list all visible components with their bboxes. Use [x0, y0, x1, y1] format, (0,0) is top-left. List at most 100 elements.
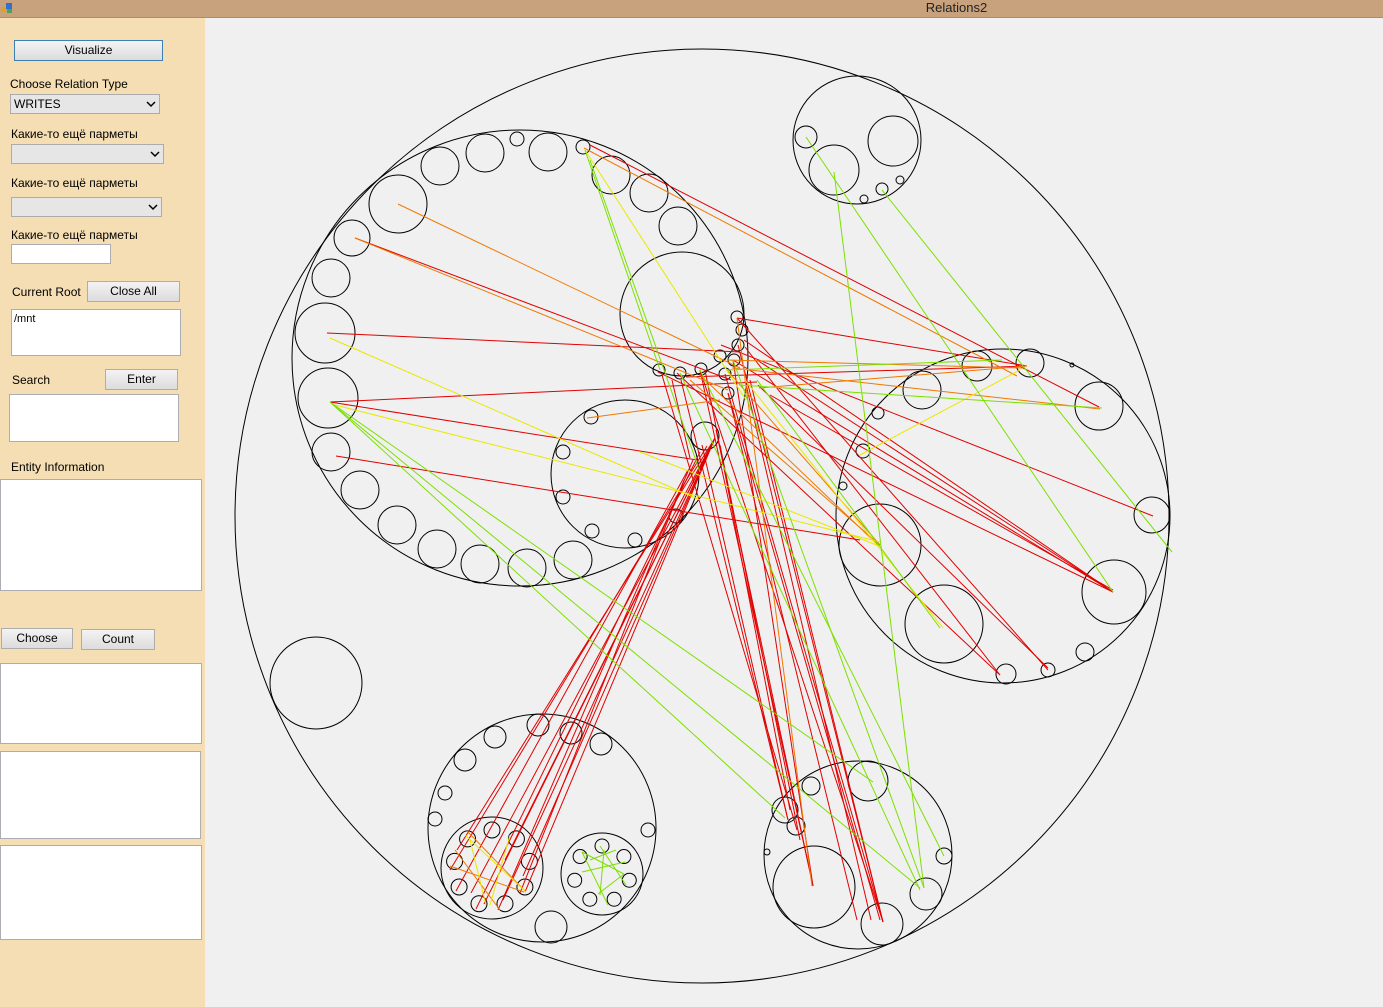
- child-node[interactable]: [935, 847, 953, 865]
- leaf-node[interactable]: [616, 849, 632, 865]
- current-root-field[interactable]: /mnt: [11, 309, 181, 356]
- child-node[interactable]: [909, 877, 943, 911]
- child-node[interactable]: [1081, 559, 1147, 625]
- enter-button[interactable]: Enter: [105, 369, 178, 390]
- child-node[interactable]: [465, 133, 505, 173]
- child-node[interactable]: [1040, 662, 1056, 678]
- result-list-1[interactable]: [0, 663, 202, 744]
- leaf-node[interactable]: [572, 849, 588, 865]
- child-node[interactable]: [640, 822, 656, 838]
- child-node[interactable]: [859, 194, 869, 204]
- leaf-node[interactable]: [606, 891, 622, 907]
- child-node[interactable]: [731, 338, 745, 352]
- subgroup-node[interactable]: [440, 816, 544, 920]
- child-node[interactable]: [526, 713, 550, 737]
- child-node[interactable]: [507, 548, 547, 588]
- child-node[interactable]: [721, 386, 735, 400]
- child-node[interactable]: [555, 489, 571, 505]
- child-node[interactable]: [902, 370, 942, 410]
- leaf-node[interactable]: [470, 895, 488, 913]
- child-node[interactable]: [763, 848, 771, 856]
- leaf-node[interactable]: [450, 878, 468, 896]
- child-node[interactable]: [619, 251, 745, 377]
- child-node[interactable]: [904, 584, 984, 664]
- group-node[interactable]: [427, 713, 657, 943]
- child-node[interactable]: [584, 523, 600, 539]
- child-node[interactable]: [786, 816, 806, 836]
- child-node[interactable]: [555, 444, 571, 460]
- child-node[interactable]: [534, 910, 568, 944]
- child-node[interactable]: [483, 725, 507, 749]
- param1-select[interactable]: [11, 144, 164, 164]
- child-node[interactable]: [333, 219, 371, 257]
- visualize-button[interactable]: Visualize: [14, 40, 163, 61]
- child-node[interactable]: [575, 139, 591, 155]
- child-node[interactable]: [1015, 348, 1045, 378]
- child-node[interactable]: [627, 532, 643, 548]
- child-node[interactable]: [995, 663, 1017, 685]
- child-node[interactable]: [311, 258, 351, 298]
- subgroup-node[interactable]: [560, 832, 644, 916]
- child-node[interactable]: [528, 132, 568, 172]
- param3-input[interactable]: [11, 244, 111, 264]
- leaf-node[interactable]: [594, 838, 610, 854]
- child-node[interactable]: [629, 173, 669, 213]
- child-node[interactable]: [420, 146, 460, 186]
- child-node[interactable]: [794, 125, 818, 149]
- graph-canvas[interactable]: [205, 18, 1383, 1007]
- child-node[interactable]: [730, 310, 744, 324]
- child-node[interactable]: [427, 811, 443, 827]
- graph-svg[interactable]: [205, 18, 1383, 1007]
- leaf-node[interactable]: [567, 872, 583, 888]
- child-node[interactable]: [860, 902, 904, 946]
- child-node[interactable]: [1074, 381, 1124, 431]
- group-node[interactable]: [792, 75, 922, 205]
- child-node[interactable]: [652, 363, 666, 377]
- child-node[interactable]: [895, 175, 905, 185]
- child-node[interactable]: [417, 529, 457, 569]
- group-node[interactable]: [269, 636, 363, 730]
- close-all-button[interactable]: Close All: [87, 281, 180, 302]
- child-node[interactable]: [553, 540, 593, 580]
- leaf-node[interactable]: [516, 878, 534, 896]
- result-list-2[interactable]: [0, 751, 201, 839]
- child-node[interactable]: [453, 748, 477, 772]
- entity-info-box[interactable]: [0, 479, 202, 591]
- root-node[interactable]: [234, 48, 1170, 984]
- child-node[interactable]: [294, 302, 356, 364]
- child-node[interactable]: [772, 845, 856, 929]
- child-node[interactable]: [437, 785, 453, 801]
- child-node[interactable]: [801, 776, 821, 796]
- child-node[interactable]: [559, 721, 583, 745]
- leaf-node[interactable]: [483, 821, 501, 839]
- count-button[interactable]: Count: [81, 629, 155, 650]
- child-node[interactable]: [377, 505, 417, 545]
- param2-select[interactable]: [11, 197, 162, 217]
- child-node[interactable]: [838, 481, 848, 491]
- result-list-3[interactable]: [0, 845, 202, 940]
- search-input[interactable]: [9, 394, 179, 442]
- child-node[interactable]: [1133, 496, 1171, 534]
- child-node[interactable]: [875, 182, 889, 196]
- child-node[interactable]: [847, 760, 889, 802]
- child-node[interactable]: [771, 796, 799, 824]
- leaf-node[interactable]: [621, 872, 637, 888]
- child-node[interactable]: [855, 443, 871, 459]
- group-node[interactable]: [835, 348, 1171, 684]
- leaf-node[interactable]: [582, 891, 598, 907]
- child-node[interactable]: [1075, 642, 1095, 662]
- child-node[interactable]: [460, 544, 500, 584]
- child-node[interactable]: [808, 144, 860, 196]
- relation-type-select[interactable]: WRITES: [10, 94, 160, 114]
- child-node[interactable]: [340, 470, 380, 510]
- child-node[interactable]: [589, 732, 613, 756]
- child-node[interactable]: [867, 115, 919, 167]
- choose-button[interactable]: Choose: [1, 628, 73, 649]
- child-node[interactable]: [509, 131, 525, 147]
- child-node[interactable]: [311, 432, 351, 472]
- child-node[interactable]: [1069, 362, 1075, 368]
- child-node[interactable]: [297, 367, 359, 429]
- child-node[interactable]: [368, 174, 428, 234]
- leaf-node[interactable]: [446, 852, 464, 870]
- child-node[interactable]: [658, 206, 698, 246]
